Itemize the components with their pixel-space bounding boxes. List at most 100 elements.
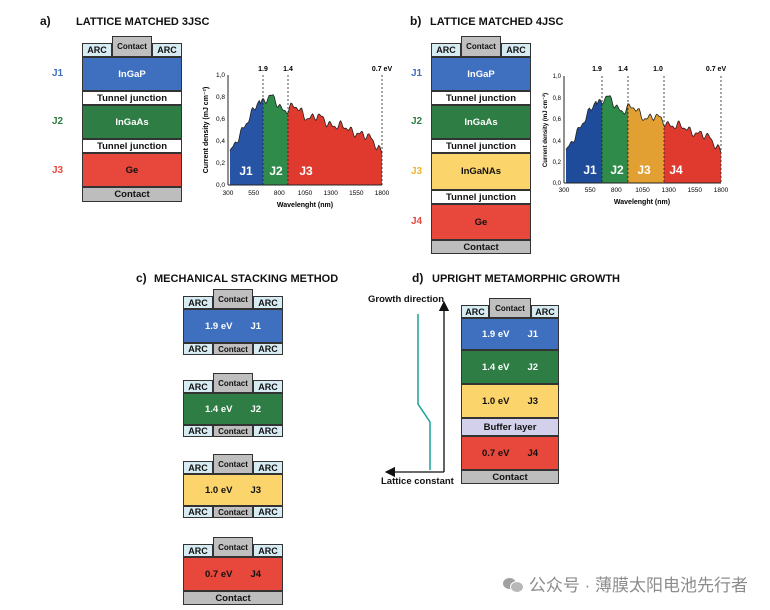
spectrum-chart-b: 1.9 1.4 1.0 0.7 eV J1 J2 J3 J4 0,0 0,2 0… — [542, 66, 729, 206]
arc-layer-left: ARC — [82, 43, 112, 57]
region-label-b-j3: J3 — [637, 163, 651, 177]
junction-label-j2: J2 — [52, 116, 64, 127]
ytick-a-0: 0,0 — [216, 182, 225, 189]
panel-b-label: b) — [410, 14, 422, 28]
layer-tunnel-junction-2: Tunnel junction — [82, 139, 182, 153]
panel-b-title: LATTICE MATCHED 4JSC — [430, 16, 564, 28]
bandgap-label-a-1: 1.9 — [258, 66, 268, 73]
arc-layer: ARC — [253, 296, 283, 309]
xtick-b-6: 1800 — [714, 187, 729, 194]
junction-name: J4 — [527, 447, 539, 459]
arc-layer: ARC — [183, 343, 213, 355]
bottom-contact: Contact — [213, 343, 253, 355]
layer-ingap: InGaP — [82, 57, 182, 91]
cell-j3: 1.0 eV J3 — [183, 474, 283, 506]
xtick-a-5: 1550 — [349, 190, 364, 197]
panel-c-label: c) — [136, 271, 147, 285]
xtick-b-2: 800 — [611, 187, 622, 194]
ytick-b-5: 1,0 — [553, 74, 562, 80]
layer-ge: Ge — [82, 153, 182, 187]
arc-layer: ARC — [183, 544, 213, 557]
ytick-b-0: 0,0 — [553, 181, 562, 187]
ytick-b-4: 0,8 — [553, 96, 562, 102]
top-contact: Contact — [213, 373, 253, 393]
cell-j4: 0.7 eV J4 — [183, 557, 283, 591]
xtick-b-5: 1550 — [688, 187, 703, 194]
bandgap-value: 1.4 eV — [204, 403, 233, 415]
arc-layer: ARC — [183, 506, 213, 518]
cell-j1: 1.9 eV J1 — [461, 318, 559, 350]
xtick-a-6: 1800 — [375, 190, 390, 197]
region-label-a-j2: J2 — [269, 164, 283, 178]
layer-ingaas: InGaAs — [82, 105, 182, 139]
panel-d-label: d) — [412, 271, 424, 285]
layer-ingaas-n: InGaNAs — [431, 153, 531, 190]
y-ticks-a: 0,0 0,2 0,4 0,6 0,8 1,0 — [216, 72, 225, 189]
xtick-a-1: 550 — [248, 190, 259, 197]
arc-layer: ARC — [253, 506, 283, 518]
wechat-icon — [502, 576, 524, 593]
top-contact: Contact — [461, 36, 501, 57]
arc-layer-left: ARC — [461, 305, 489, 318]
lattice-constant-label: Lattice constant — [381, 476, 454, 487]
ytick-a-4: 0,8 — [216, 94, 225, 101]
junction-label-j4: J4 — [411, 216, 423, 227]
cell-j1: 1.9 eV J1 — [183, 309, 283, 343]
bandgap-value: 1.9 eV — [481, 328, 510, 340]
panel-a-label: a) — [40, 14, 51, 28]
arc-layer: ARC — [253, 343, 283, 355]
bottom-contact: Contact — [213, 506, 253, 518]
xtick-a-3: 1050 — [298, 190, 313, 197]
xtick-b-1: 550 — [585, 187, 596, 194]
y-ticks-b: 0,0 0,2 0,4 0,6 0,8 1,0 — [553, 74, 562, 187]
xtick-b-3: 1050 — [635, 187, 650, 194]
junction-name: J3 — [527, 395, 539, 407]
arc-layer: ARC — [253, 544, 283, 557]
junction-label-j3: J3 — [52, 165, 64, 176]
buffer-layer: Buffer layer — [461, 418, 559, 436]
bottom-contact: Contact — [183, 591, 283, 605]
region-label-b-j1: J1 — [583, 163, 597, 177]
junction-label-j1: J1 — [411, 68, 423, 79]
top-contact: Contact — [213, 289, 253, 309]
x-axis-label-b: Wavelenght (nm) — [614, 199, 670, 206]
bandgap-value: 0.7 eV — [204, 568, 233, 580]
junction-label-j3: J3 — [411, 166, 423, 177]
cell-j4: 0.7 eV J4 — [461, 436, 559, 470]
panel-a-title: LATTICE MATCHED 3JSC — [76, 16, 210, 28]
bandgap-label-b-3: 1.0 — [653, 66, 663, 73]
panel-d-title: UPRIGHT METAMORPHIC GROWTH — [432, 273, 621, 285]
layer-ingap: InGaP — [431, 57, 531, 91]
region-label-b-j4: J4 — [669, 163, 683, 177]
ytick-b-3: 0,6 — [553, 117, 562, 123]
arc-layer-right: ARC — [501, 43, 531, 57]
arc-layer: ARC — [183, 380, 213, 393]
top-contact: Contact — [213, 537, 253, 557]
arc-layer: ARC — [183, 461, 213, 474]
arc-layer: ARC — [183, 425, 213, 437]
junction-label-j2: J2 — [411, 116, 423, 127]
arc-layer-left: ARC — [431, 43, 461, 57]
growth-direction-label: Growth direction — [368, 294, 444, 305]
ytick-b-2: 0,4 — [553, 139, 562, 145]
bandgap-label-b-4: 0.7 eV — [706, 66, 727, 73]
layer-ingaas: InGaAs — [431, 105, 531, 139]
bandgap-value: 1.0 eV — [481, 395, 510, 407]
arc-layer: ARC — [253, 380, 283, 393]
panel-c-title: MECHANICAL STACKING METHOD — [154, 273, 339, 285]
bandgap-value: 1.9 eV — [204, 320, 233, 332]
arc-layer: ARC — [253, 425, 283, 437]
y-axis-label-b: Current density (mJ cm⁻²) — [542, 93, 549, 167]
top-contact: Contact — [112, 36, 152, 57]
bandgap-label-a-3: 0.7 eV — [372, 66, 393, 73]
layer-tunnel-junction-3: Tunnel junction — [431, 190, 531, 204]
spectrum-curve-a — [229, 94, 383, 154]
xtick-a-4: 1300 — [323, 190, 338, 197]
layer-bottom-contact: Contact — [82, 187, 182, 202]
layer-tunnel-junction-1: Tunnel junction — [431, 91, 531, 105]
region-label-b-j2: J2 — [610, 163, 624, 177]
junction-name: J4 — [250, 568, 262, 580]
layer-tunnel-junction-2: Tunnel junction — [431, 139, 531, 153]
bandgap-label-b-1: 1.9 — [592, 66, 602, 73]
arc-layer: ARC — [253, 461, 283, 474]
